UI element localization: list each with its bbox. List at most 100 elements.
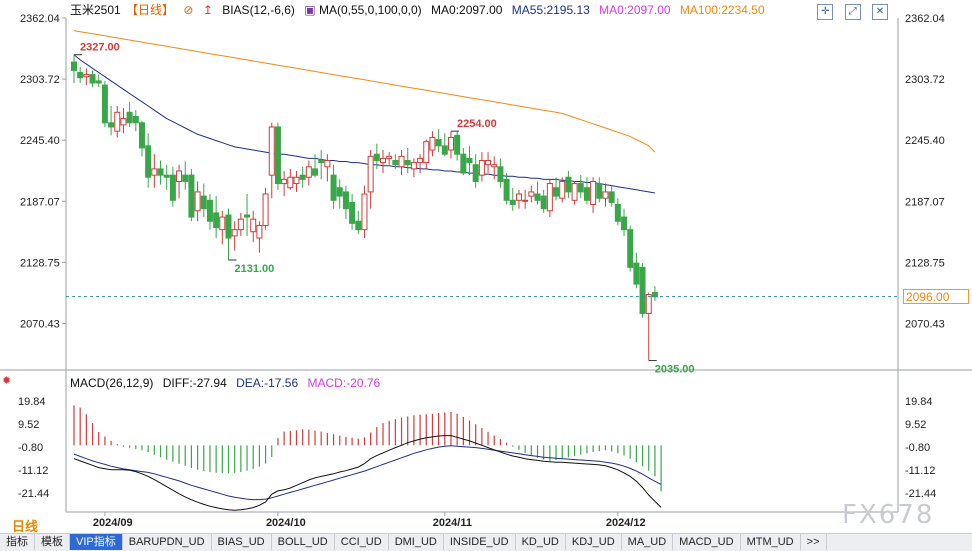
candle-body xyxy=(169,174,176,201)
candle-body xyxy=(398,155,405,168)
candle-body xyxy=(571,183,578,201)
crosshair-icon[interactable]: ✛ xyxy=(817,4,834,20)
candle-body xyxy=(206,199,213,222)
candle-body xyxy=(244,214,251,218)
ma55-label: MA55:2195.13 xyxy=(511,3,590,17)
settings-icon[interactable]: ⊘ xyxy=(183,3,194,17)
candle-body xyxy=(639,266,646,314)
candle-body xyxy=(138,122,145,149)
candle-body xyxy=(367,155,374,193)
tab-8[interactable]: INSIDE_UD xyxy=(444,534,516,550)
price-annotation: 2035.00 xyxy=(655,364,695,376)
candle-body xyxy=(324,160,331,168)
macd-y-tick-right: 19.84 xyxy=(905,396,933,408)
candle-body xyxy=(101,84,108,124)
close-icon[interactable]: ✕ xyxy=(872,4,888,20)
ma0b-label: MA0:2097.00 xyxy=(599,3,671,17)
candle-body xyxy=(287,176,294,189)
expand-icon[interactable]: ⤢ xyxy=(844,4,861,20)
tab-9[interactable]: KD_UD xyxy=(516,534,566,550)
candle-body xyxy=(602,191,609,199)
chart-canvas[interactable]: 2362.04 2362.04 2303.72 2303.72 2245.40 2245.… xyxy=(0,0,972,533)
ma-params-label: MA(0,55,0,100,0,0) xyxy=(318,3,422,17)
tab-6[interactable]: CCI_UD xyxy=(335,534,389,550)
candle-body xyxy=(534,193,541,201)
candle-body xyxy=(256,224,263,239)
macd-y-tick-right: -0.80 xyxy=(905,442,930,454)
candle-body xyxy=(596,183,603,199)
candle-body xyxy=(132,116,139,124)
tab-11[interactable]: MA_UD xyxy=(622,534,674,550)
candle-body xyxy=(608,191,615,203)
y-tick-right: 2187.07 xyxy=(905,196,945,208)
tab-10[interactable]: KDJ_UD xyxy=(566,534,622,550)
tab-14[interactable]: >> xyxy=(801,534,827,550)
dif-line xyxy=(73,435,662,511)
current-price-tag: 2096.00 xyxy=(903,289,969,304)
candle-body xyxy=(108,122,115,128)
pin-icon[interactable]: ↥ xyxy=(202,3,213,17)
macd-y-tick-left: -21.44 xyxy=(18,488,49,500)
candle-body xyxy=(528,191,535,197)
candle-body xyxy=(151,168,158,176)
y-tick-left: 2128.75 xyxy=(20,257,60,269)
candle-body xyxy=(522,199,529,202)
candle-body xyxy=(645,294,652,314)
tab-0[interactable]: 指标 xyxy=(0,534,35,550)
candle-body xyxy=(447,136,454,151)
y-tick-right: 2128.75 xyxy=(905,257,945,269)
candle-body xyxy=(213,212,220,229)
chart-toggle-icon[interactable]: ▣ xyxy=(304,3,316,17)
ma55-line xyxy=(73,54,655,194)
candle-body xyxy=(429,136,436,151)
candle-body xyxy=(120,118,127,126)
macd-y-tick-left: -0.80 xyxy=(18,442,43,454)
price-annotation: 2254.00 xyxy=(457,118,497,130)
y-tick-right: 2303.72 xyxy=(905,74,945,86)
tab-7[interactable]: DMI_UD xyxy=(389,534,444,550)
macd-value: MACD:-20.76 xyxy=(307,376,381,390)
candle-body xyxy=(410,162,417,170)
candle-body xyxy=(312,168,319,176)
candle-body xyxy=(237,218,244,231)
candle-body xyxy=(225,214,232,239)
candle-body xyxy=(392,160,399,166)
candle-body xyxy=(460,153,467,174)
price-annotation: 2131.00 xyxy=(235,263,275,275)
candle-body xyxy=(299,174,306,180)
candle-body xyxy=(349,201,356,224)
ma100-label: MA100:2234.50 xyxy=(679,3,765,17)
ma100-line xyxy=(73,30,656,153)
candle-body xyxy=(417,157,424,164)
tab-12[interactable]: MACD_UD xyxy=(673,534,741,550)
candle-body xyxy=(145,145,152,178)
candle-body xyxy=(330,174,337,201)
candle-body xyxy=(336,187,343,197)
macd-title: MACD(26,12,9) xyxy=(70,376,154,390)
candle-body xyxy=(386,155,393,159)
tab-2[interactable]: VIP指标 xyxy=(70,534,123,550)
watermark: FX678 xyxy=(842,500,935,530)
x-tick-label: 2024/09 xyxy=(93,517,133,529)
candle-body xyxy=(509,199,516,205)
candle-body xyxy=(355,220,362,231)
period-selector[interactable]: 日线 xyxy=(12,519,39,534)
candle-body xyxy=(621,216,628,231)
tab-5[interactable]: BOLL_UD xyxy=(272,534,335,550)
candle-body xyxy=(651,291,658,298)
x-tick-label: 2024/12 xyxy=(606,517,646,529)
y-tick-left: 2070.43 xyxy=(20,318,60,330)
x-tick-label: 2024/11 xyxy=(433,517,472,529)
candle-body xyxy=(466,157,473,164)
candle-body xyxy=(219,216,226,231)
tab-1[interactable]: 模板 xyxy=(35,534,70,550)
candle-body xyxy=(262,193,269,226)
y-tick-right: 2362.04 xyxy=(905,13,945,25)
candle-body xyxy=(293,176,300,185)
tab-4[interactable]: BIAS_UD xyxy=(212,534,272,550)
candle-body xyxy=(373,153,380,162)
tab-3[interactable]: BARUPDN_UD xyxy=(123,534,212,550)
chart-toolbar: ✛ ⤢ ✕ xyxy=(809,3,888,20)
tab-13[interactable]: MTM_UD xyxy=(741,534,801,550)
bias-label: BIAS(12,-6,6) xyxy=(222,3,295,17)
